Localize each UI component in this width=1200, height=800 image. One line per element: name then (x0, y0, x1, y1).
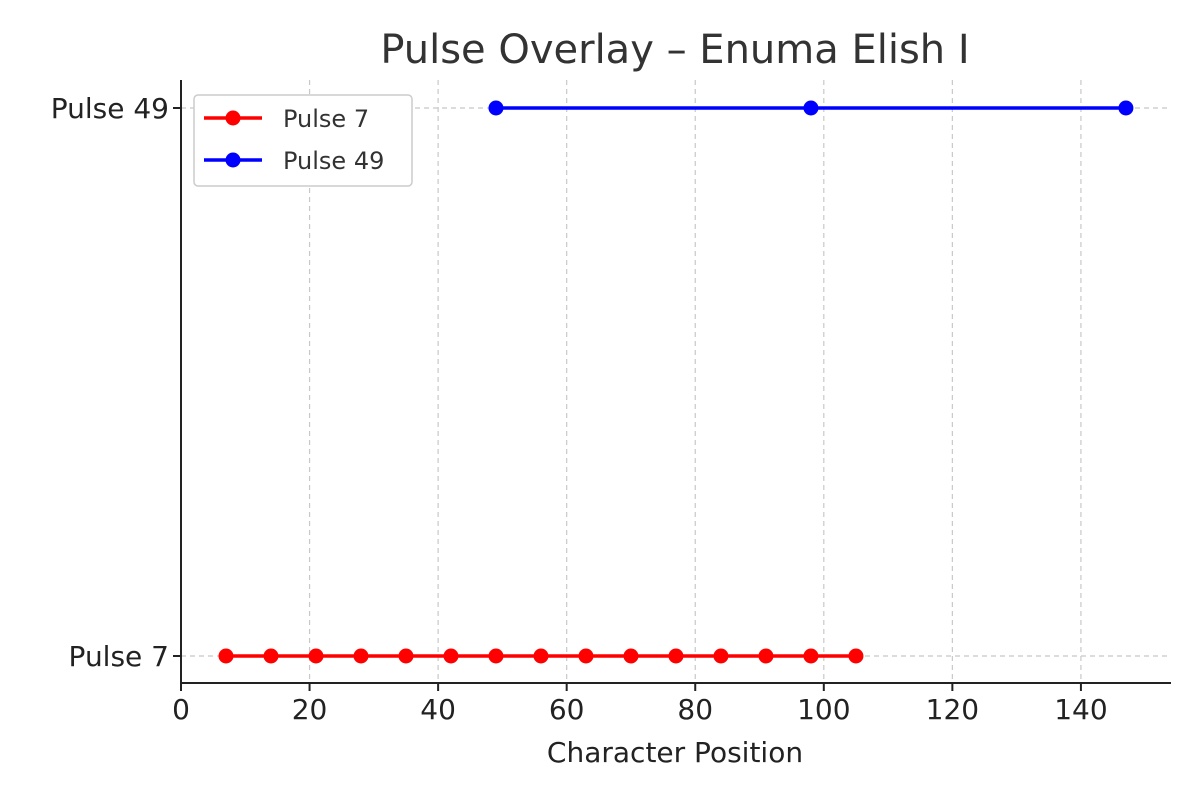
series-pulse-49 (488, 100, 1134, 116)
x-tick-label: 140 (1054, 693, 1107, 726)
legend-marker (225, 152, 241, 168)
data-point (533, 648, 549, 664)
x-tick-label: 80 (677, 693, 713, 726)
data-point (353, 648, 369, 664)
y-tick-label: Pulse 49 (51, 92, 169, 125)
chart-title: Pulse Overlay – Enuma Elish I (380, 27, 969, 73)
x-tick-label: 20 (292, 693, 328, 726)
x-tick-label: 60 (549, 693, 585, 726)
data-point (488, 100, 504, 116)
legend-label: Pulse 7 (283, 105, 369, 133)
legend-entry: Pulse 7 (204, 105, 369, 133)
series-pulse-7 (218, 648, 864, 664)
data-point (218, 648, 234, 664)
legend-label: Pulse 49 (283, 147, 384, 175)
data-point (668, 648, 684, 664)
data-point (308, 648, 324, 664)
data-point (1118, 100, 1134, 116)
legend-marker (225, 110, 241, 126)
axis-ticks: 0 20 40 60 80 100 120 140 Pulse 7 Pulse 49 (51, 92, 1108, 726)
x-tick-label: 120 (926, 693, 979, 726)
data-point (713, 648, 729, 664)
data-point (488, 648, 504, 664)
x-tick-label: 0 (172, 693, 190, 726)
data-point (758, 648, 774, 664)
legend-entry: Pulse 49 (204, 147, 384, 175)
x-tick-label: 100 (797, 693, 850, 726)
data-point (803, 100, 819, 116)
data-point (623, 648, 639, 664)
legend: Pulse 7 Pulse 49 (193, 94, 413, 187)
data-point (803, 648, 819, 664)
data-point (578, 648, 594, 664)
data-point (443, 648, 459, 664)
series-layer (218, 100, 1134, 664)
x-axis-label: Character Position (547, 736, 803, 769)
y-tick-label: Pulse 7 (69, 640, 169, 673)
data-point (263, 648, 279, 664)
data-point (848, 648, 864, 664)
data-point (398, 648, 414, 664)
x-tick-label: 40 (420, 693, 456, 726)
